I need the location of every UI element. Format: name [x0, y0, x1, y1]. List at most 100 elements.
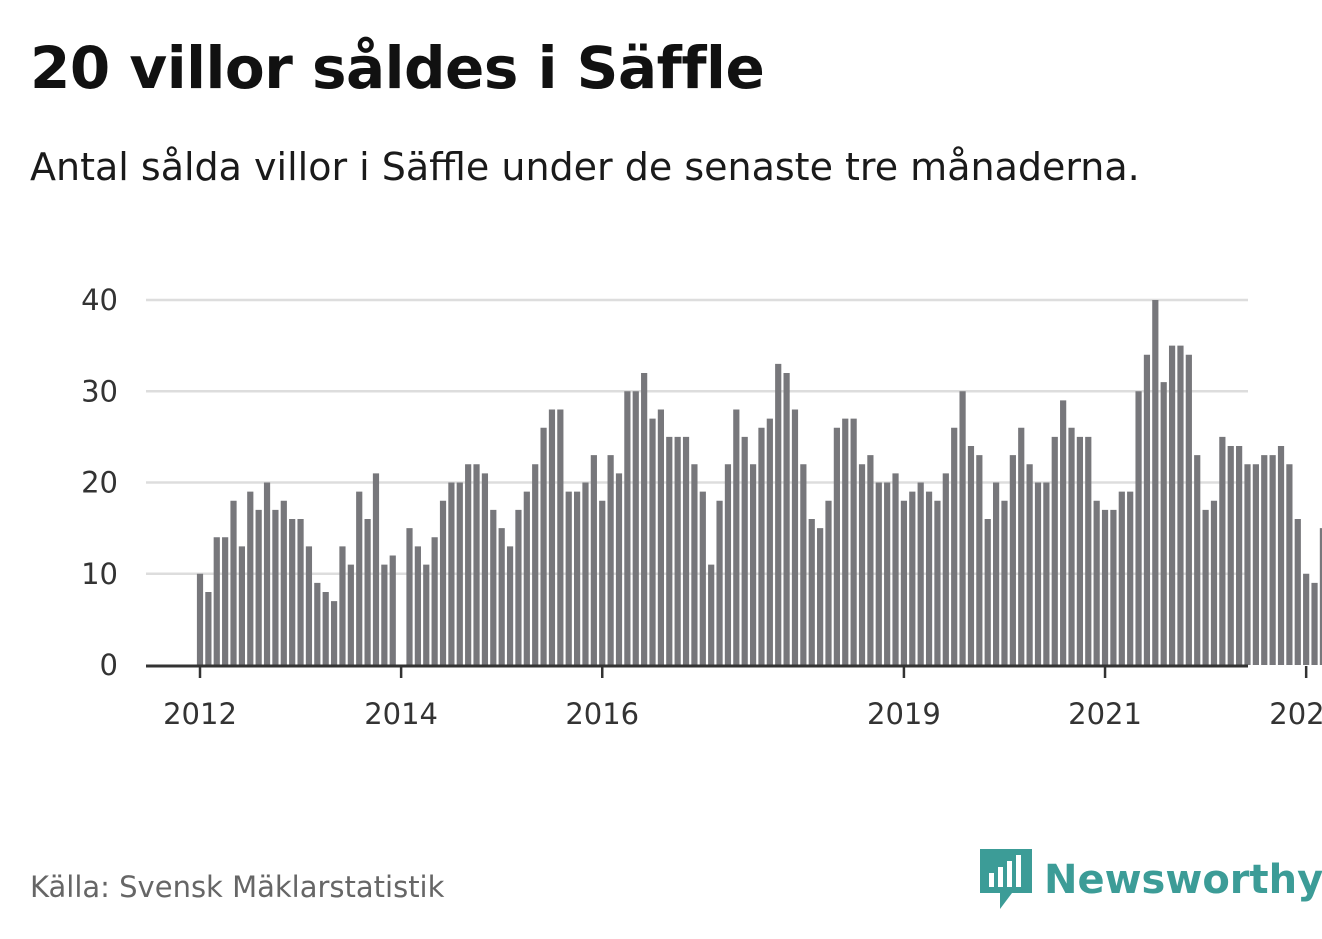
bar [490, 509, 497, 665]
bar [196, 573, 204, 665]
bar [255, 509, 262, 665]
bar [825, 500, 832, 665]
bar [1227, 446, 1234, 665]
bar [1219, 436, 1226, 665]
x-tick-label: 2021 [1068, 697, 1142, 731]
y-tick-label: 20 [81, 466, 118, 500]
bar [1311, 582, 1318, 665]
bar [674, 436, 681, 665]
bar [951, 427, 958, 665]
bar [657, 409, 664, 665]
bar [322, 592, 329, 665]
bar [1210, 500, 1218, 665]
bar [230, 500, 237, 665]
source-note: Källa: Svensk Mäklarstatistik [30, 870, 445, 904]
bar [1269, 455, 1276, 665]
bar [1244, 464, 1251, 665]
bar [1319, 528, 1322, 665]
x-tick-label: 2019 [867, 697, 941, 731]
bar [758, 427, 765, 665]
bar [238, 546, 245, 665]
bar [615, 473, 623, 665]
bar [330, 601, 338, 665]
bar [1127, 491, 1134, 665]
bar [532, 464, 539, 665]
bar [1261, 455, 1268, 665]
bar [1060, 400, 1067, 665]
bar [1043, 482, 1050, 665]
bar [884, 482, 891, 665]
bar [481, 473, 489, 665]
bar [1034, 482, 1042, 665]
bar [297, 519, 304, 665]
bar [858, 464, 866, 665]
bar [775, 363, 782, 665]
bar [724, 464, 732, 665]
y-tick-label: 40 [81, 283, 118, 317]
bar [766, 418, 773, 665]
newsworthy-logo-icon [980, 849, 1032, 909]
bar [347, 564, 354, 665]
bar [1236, 446, 1243, 665]
bar [222, 537, 229, 665]
bar [289, 519, 296, 665]
bar [993, 482, 1000, 665]
bars [196, 300, 1322, 665]
bar [1143, 354, 1151, 665]
bar [339, 546, 346, 665]
brand-name: Newsworthy [1044, 857, 1322, 903]
bar [1177, 345, 1184, 665]
bar [632, 391, 639, 665]
y-tick-label: 0 [100, 648, 118, 682]
bar [372, 473, 380, 665]
bar [515, 509, 522, 665]
bar [280, 500, 287, 665]
bar [523, 491, 530, 665]
bar [548, 409, 556, 665]
x-tick-label: 2012 [163, 697, 237, 731]
bar [1286, 464, 1293, 665]
bar [1152, 300, 1159, 665]
bar [389, 555, 396, 665]
bar [473, 464, 480, 665]
bar [934, 500, 941, 665]
bar [205, 592, 212, 665]
y-axis-labels: 0 10 20 30 40 [81, 283, 118, 682]
bar [1051, 436, 1058, 665]
bar [867, 455, 874, 665]
x-axis-labels: 2012 2014 2016 2019 2021 2023 [163, 697, 1322, 731]
bar [699, 491, 706, 665]
bar [247, 491, 254, 665]
bar [817, 528, 824, 665]
bar [557, 409, 564, 665]
bar [498, 528, 505, 665]
bar [1118, 491, 1125, 665]
bar [364, 519, 371, 665]
bar [1018, 427, 1025, 665]
bar [959, 391, 966, 665]
y-tick-label: 10 [81, 557, 118, 591]
bar [649, 418, 656, 665]
bar [833, 427, 840, 665]
bar [305, 546, 313, 665]
bar [733, 409, 740, 665]
bar [1303, 573, 1310, 665]
bar [607, 455, 614, 665]
bar [565, 491, 572, 665]
bar [414, 546, 421, 665]
bar [1194, 455, 1201, 665]
bar [582, 482, 589, 665]
bar [1252, 464, 1259, 665]
bar [800, 464, 807, 665]
bar [448, 482, 455, 665]
bar [431, 537, 438, 665]
bar [506, 546, 514, 665]
bar [925, 491, 933, 665]
bar [599, 500, 606, 665]
bar [1294, 519, 1301, 665]
chart-title: 20 villor såldes i Säffle [30, 34, 765, 102]
bar [808, 519, 815, 665]
bar [716, 500, 723, 665]
bar [1068, 427, 1075, 665]
bar [1009, 455, 1016, 665]
